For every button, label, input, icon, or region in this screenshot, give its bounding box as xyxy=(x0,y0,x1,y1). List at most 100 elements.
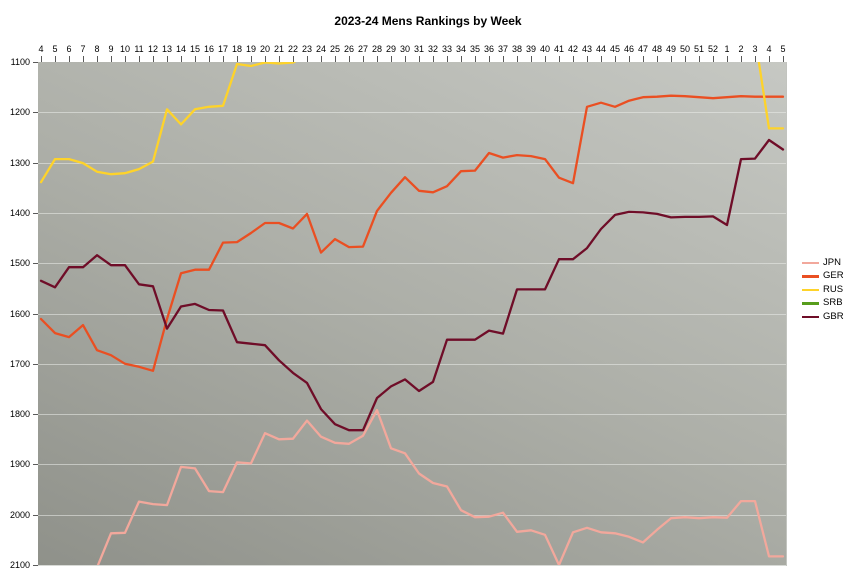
x-tick-label: 5 xyxy=(52,44,58,54)
y-tick-label: 1200 xyxy=(9,107,30,118)
x-tick-label: 29 xyxy=(385,44,396,54)
x-tick xyxy=(573,56,574,62)
x-tick xyxy=(139,56,140,62)
plot-area: 4 5 6 7 8 9 10 11 12 13 14 15 16 17 18 19 20 21 22 23 24 25 26… xyxy=(10,44,787,570)
legend-swatch-JPN xyxy=(802,261,819,264)
x-tick xyxy=(349,56,350,62)
x-tick-label: 47 xyxy=(637,44,648,54)
x-tick xyxy=(657,56,658,62)
y-tick-label: 1900 xyxy=(9,459,30,470)
y-tick-label: 1600 xyxy=(9,308,30,319)
gridline xyxy=(38,363,786,365)
x-tick xyxy=(307,56,308,62)
x-tick-label: 3 xyxy=(752,44,758,54)
x-tick-label: 15 xyxy=(189,44,200,54)
legend-item-SRB: SRB xyxy=(802,297,844,311)
x-tick xyxy=(223,56,224,62)
x-tick-label: 20 xyxy=(259,44,270,54)
series-line-GBR xyxy=(39,138,785,432)
x-tick-label: 30 xyxy=(399,44,410,54)
x-tick xyxy=(377,56,378,62)
legend-label: GBR xyxy=(823,310,844,322)
x-tick xyxy=(699,56,700,62)
gridline xyxy=(38,514,786,516)
x-tick-label: 1 xyxy=(724,44,730,54)
x-tick-label: 50 xyxy=(679,44,690,54)
x-tick-label: 12 xyxy=(147,44,158,54)
x-tick xyxy=(685,56,686,62)
x-tick xyxy=(713,56,714,62)
x-tick-label: 36 xyxy=(483,44,494,54)
x-tick-label: 6 xyxy=(66,44,72,54)
x-tick-label: 32 xyxy=(427,44,438,54)
legend: JPN GER RUS SRB GBR xyxy=(802,256,844,324)
x-tick xyxy=(181,56,182,62)
y-tick-label: 1300 xyxy=(9,157,30,168)
x-tick-label: 34 xyxy=(455,44,466,54)
x-tick-label: 14 xyxy=(175,44,186,54)
x-tick xyxy=(195,56,196,62)
series-line-RUS xyxy=(757,62,785,130)
x-tick-label: 4 xyxy=(38,44,44,54)
gridline xyxy=(38,162,786,164)
x-tick xyxy=(293,56,294,62)
x-tick-label: 51 xyxy=(693,44,704,54)
x-tick-label: 35 xyxy=(469,44,480,54)
x-tick xyxy=(489,56,490,62)
gridline xyxy=(38,414,786,416)
x-tick xyxy=(755,56,756,62)
y-tick xyxy=(33,62,38,63)
legend-label: GER xyxy=(823,270,844,282)
y-tick-label: 1500 xyxy=(9,258,30,269)
x-tick-label: 25 xyxy=(329,44,340,54)
x-tick xyxy=(363,56,364,62)
gridline xyxy=(38,212,786,214)
x-tick xyxy=(391,56,392,62)
x-tick xyxy=(405,56,406,62)
y-tick xyxy=(33,263,38,265)
x-tick xyxy=(643,56,644,62)
series-line-RUS xyxy=(39,62,297,184)
x-tick xyxy=(41,56,42,62)
x-tick-label: 38 xyxy=(511,44,522,54)
x-tick-label: 21 xyxy=(273,44,284,54)
x-tick xyxy=(601,56,602,62)
x-tick-label: 7 xyxy=(80,44,86,54)
x-tick-label: 11 xyxy=(134,44,144,54)
legend-item-GBR: GBR xyxy=(802,310,844,324)
x-tick-label: 4 xyxy=(766,44,772,54)
y-tick-label: 1400 xyxy=(9,207,30,218)
legend-item-RUS: RUS xyxy=(802,283,844,297)
x-tick xyxy=(475,56,476,62)
x-tick-label: 41 xyxy=(553,44,564,54)
x-tick-label: 2 xyxy=(738,44,744,54)
x-tick-label: 16 xyxy=(203,44,214,54)
x-tick xyxy=(461,56,462,62)
x-tick xyxy=(783,56,784,62)
series-line-GER xyxy=(39,94,785,372)
x-tick xyxy=(279,56,280,62)
x-tick xyxy=(769,56,770,62)
gridline xyxy=(38,112,786,114)
x-tick-label: 40 xyxy=(539,44,550,54)
x-tick xyxy=(615,56,616,62)
x-tick xyxy=(531,56,532,62)
series-line-JPN xyxy=(96,408,785,565)
x-tick xyxy=(83,56,84,62)
x-tick xyxy=(167,56,168,62)
legend-swatch-SRB xyxy=(802,302,819,305)
x-tick xyxy=(741,56,742,62)
x-tick-label: 10 xyxy=(119,44,130,54)
x-tick xyxy=(111,56,112,62)
legend-label: JPN xyxy=(823,256,841,268)
legend-swatch-GER xyxy=(802,275,819,278)
gridline xyxy=(38,565,786,566)
x-tick-label: 33 xyxy=(441,44,452,54)
y-tick-label: 1800 xyxy=(9,409,30,420)
y-tick xyxy=(33,313,38,315)
legend-label: RUS xyxy=(823,283,844,295)
x-tick xyxy=(671,56,672,62)
x-tick-label: 19 xyxy=(245,44,256,54)
x-tick xyxy=(503,56,504,62)
y-tick xyxy=(33,414,38,416)
